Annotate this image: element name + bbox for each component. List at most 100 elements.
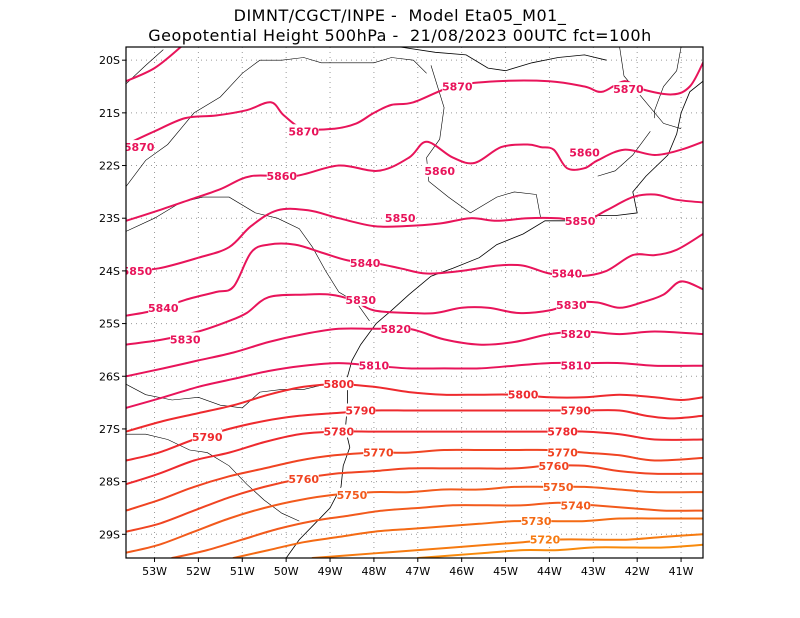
contour-label-background: [560, 403, 591, 417]
contour-label: 5870: [288, 124, 319, 138]
contour-label-background: [126, 263, 152, 277]
contour-label: 5830: [556, 298, 587, 312]
contour-label-text: 5770: [547, 447, 578, 460]
contour-label: 5810: [560, 358, 591, 373]
contour-label-background: [358, 358, 389, 372]
contour-label: 5830: [170, 332, 201, 346]
contour-label-text: 5780: [547, 426, 578, 439]
contour-label-background: [336, 487, 367, 501]
contour-label: 5810: [358, 358, 390, 373]
contour-5770: [126, 448, 703, 512]
contour-label: 5750: [543, 479, 574, 494]
contour-label-text: 5840: [350, 257, 381, 270]
contour-label-text: 5790: [560, 404, 591, 417]
contour-label-background: [560, 498, 591, 512]
contour-label: 5730: [521, 514, 552, 528]
y-tick-label: 27S: [99, 423, 120, 436]
contour-label-background: [613, 82, 644, 96]
contour-label-text: 5860: [424, 165, 455, 178]
contour-label: 5850: [385, 211, 416, 225]
state-boundary: [426, 65, 541, 219]
contour-label-text: 5810: [359, 360, 390, 373]
contour-label-text: 5760: [539, 460, 570, 473]
contour-label-text: 5770: [363, 447, 394, 460]
contour-label-text: 5780: [323, 426, 354, 439]
contour-label: 5740: [560, 498, 591, 512]
contour-label-background: [266, 169, 297, 183]
contour-label: 5870: [442, 79, 473, 94]
contour-label-background: [530, 532, 561, 546]
contour-label-text: 5730: [521, 515, 552, 528]
height-contours: [126, 47, 703, 558]
contour-5730: [232, 517, 703, 558]
contour-label: 5820: [560, 327, 591, 341]
contour-label-text: 5830: [556, 299, 587, 312]
political-boundaries: [126, 47, 682, 522]
contour-label: 5800: [508, 387, 539, 402]
contour-5710: [416, 543, 703, 558]
contour-label-background: [424, 163, 455, 177]
contour-5810: [126, 361, 703, 409]
x-tick-label: 47W: [405, 565, 430, 578]
contour-label-background: [126, 140, 155, 154]
contour-label-background: [560, 358, 591, 372]
contour-label-background: [521, 514, 552, 528]
contour-5870: [126, 61, 703, 146]
contour-label: 5760: [538, 458, 570, 473]
contour-label: 5770: [547, 445, 578, 460]
contour-5720: [311, 533, 703, 558]
y-tick-label: 22S: [99, 160, 120, 173]
contour-label: 5840: [551, 266, 583, 281]
contour-label-background: [551, 266, 582, 280]
contour-label-text: 5830: [345, 294, 376, 307]
contour-label-background: [385, 211, 416, 225]
x-tick-label: 49W: [318, 565, 343, 578]
contour-label: 5790: [345, 403, 376, 417]
x-tick-label: 51W: [230, 565, 255, 578]
state-boundary: [126, 57, 427, 187]
state-boundary: [654, 47, 682, 119]
y-tick-label: 23S: [99, 212, 120, 225]
contour-label-background: [345, 403, 376, 417]
contour-label-background: [569, 145, 600, 159]
contour-label: 5850: [126, 263, 153, 278]
contour-label-background: [323, 377, 354, 391]
contour-label-text: 5860: [266, 170, 297, 183]
map-title-line-1: DIMNT/CGCT/INPE - Model Eta05_M01_: [233, 6, 567, 25]
contour-label-background: [170, 332, 201, 346]
contour-label: 5780: [547, 424, 578, 439]
y-tick-label: 24S: [99, 265, 120, 278]
contour-label-text: 5820: [381, 323, 412, 336]
contour-label-text: 5860: [569, 146, 600, 159]
contour-label: 5870: [126, 140, 155, 154]
contour-label: 5750: [336, 487, 368, 502]
contour-5850: [126, 193, 703, 272]
contour-label-text: 5750: [337, 489, 368, 502]
x-tick-label: 48W: [361, 565, 386, 578]
contour-label-background: [547, 445, 578, 459]
contour-label-text: 5850: [565, 215, 596, 228]
contour-label: 5840: [148, 300, 179, 315]
contour-label-text: 5840: [552, 268, 583, 281]
y-tick-label: 21S: [99, 107, 120, 120]
contour-label-text: 5800: [508, 389, 539, 402]
contour-label-background: [288, 124, 319, 138]
x-tick-label: 46W: [449, 565, 474, 578]
contour-5740: [171, 501, 703, 558]
contour-label-text: 5750: [543, 481, 574, 494]
contour-label-background: [556, 298, 587, 312]
latitude-ticks: 20S 21S 22S 23S 24S 25S 26S 27S 28S 29S: [99, 54, 126, 541]
contour-5760: [126, 464, 703, 533]
y-tick-label: 28S: [99, 476, 120, 489]
contour-label-background: [538, 458, 569, 472]
contour-label: 5720: [530, 532, 561, 547]
coastline-segment: [400, 47, 607, 72]
contour-label-background: [442, 79, 473, 93]
contour-5800: [126, 383, 703, 433]
contour-label: 5820: [381, 321, 412, 336]
contour-label: 5860: [569, 145, 600, 159]
contour-label-background: [350, 255, 381, 269]
contour-label-text: 5720: [530, 534, 561, 547]
contour-label-text: 5870: [613, 83, 644, 96]
